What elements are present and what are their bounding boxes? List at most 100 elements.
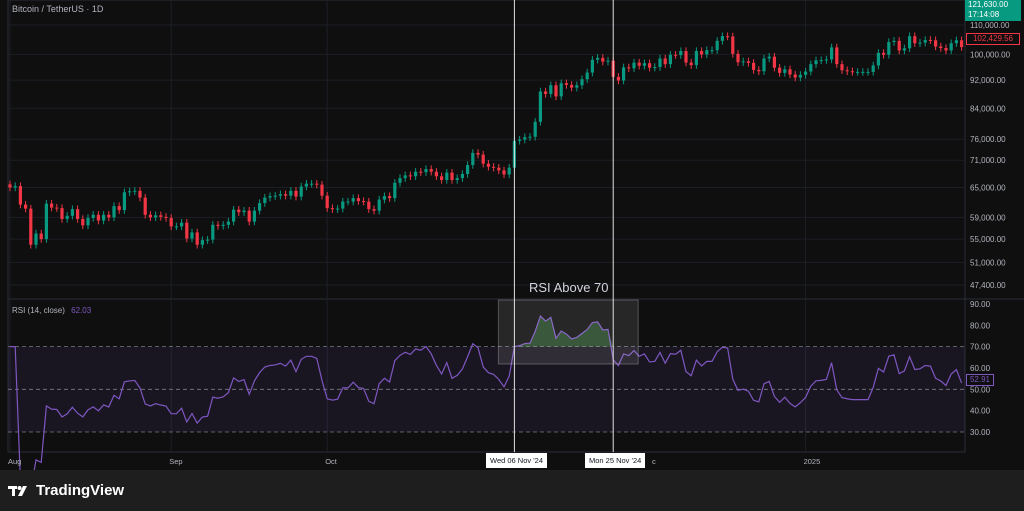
rsi-value-badge: 52.91 xyxy=(966,374,994,386)
candle-body xyxy=(258,203,262,211)
price-tick-label: 92,000.00 xyxy=(970,76,1006,85)
candle-body xyxy=(876,52,880,66)
rsi-tick-label: 40.00 xyxy=(970,407,991,416)
candle-body xyxy=(949,43,953,51)
price-badge-countdown: 17:14:08 xyxy=(968,10,1000,19)
time-tick-label: Sep xyxy=(169,457,182,466)
annotation-box xyxy=(497,299,639,365)
candle-body xyxy=(928,39,932,41)
candle-body xyxy=(164,216,168,218)
candle-body xyxy=(741,61,745,63)
candle-body xyxy=(29,208,33,245)
price-tick-label: 55,000.00 xyxy=(970,235,1006,244)
candle-body xyxy=(694,51,698,66)
rsi-overbought-fill xyxy=(514,316,614,347)
candle-body xyxy=(102,214,106,221)
candle-body xyxy=(731,36,735,54)
rsi-tick-label: 90.00 xyxy=(970,300,991,309)
candle-body xyxy=(133,190,137,192)
candle-body xyxy=(674,54,678,56)
candle-body xyxy=(616,76,620,81)
candle-body xyxy=(793,74,797,78)
candle-body xyxy=(824,59,828,61)
candle-body xyxy=(726,36,730,38)
candle-body xyxy=(502,170,506,175)
candle-body xyxy=(284,194,288,196)
candle-body xyxy=(700,51,704,55)
time-tick-label: Oct xyxy=(325,457,338,466)
candle-body xyxy=(445,172,449,180)
candle-body xyxy=(263,197,267,204)
price-tick-label: 65,000.00 xyxy=(970,183,1006,192)
candlestick-chart[interactable]: 110,000.00 100,000.00 92,000.00 84,000.00 76… xyxy=(0,0,1024,493)
time-tick-label: Aug xyxy=(8,457,21,466)
candle-body xyxy=(143,197,147,215)
candle-body xyxy=(455,178,459,180)
candle-body xyxy=(289,190,293,196)
annotation-layer xyxy=(497,0,639,452)
time-tick-label: 2025 xyxy=(804,457,821,466)
candle-body xyxy=(304,183,308,187)
candle-body xyxy=(809,64,813,72)
candle-body xyxy=(315,183,319,185)
candle-body xyxy=(554,85,558,97)
candle-body xyxy=(65,215,69,219)
candle-body xyxy=(596,57,600,60)
candle-body xyxy=(902,48,906,51)
candle-body xyxy=(372,209,376,211)
chart-area[interactable]: 110,000.00 100,000.00 92,000.00 84,000.00 76… xyxy=(0,0,1024,493)
rsi-legend[interactable]: RSI (14, close) 62.03 xyxy=(12,306,91,315)
candle-body xyxy=(414,171,418,177)
candle-body xyxy=(663,58,667,65)
candle-body xyxy=(299,186,303,197)
candle-body xyxy=(39,233,43,240)
candle-body xyxy=(944,48,948,51)
candle-body xyxy=(377,199,381,211)
candle-body xyxy=(908,36,912,49)
rsi-tick-label: 70.00 xyxy=(970,343,991,352)
candle-body xyxy=(866,71,870,73)
candle-body xyxy=(216,224,220,226)
candle-body xyxy=(523,137,527,140)
candle-body xyxy=(310,183,314,185)
candle-body xyxy=(226,221,230,225)
candle-body xyxy=(668,54,672,65)
candle-body xyxy=(206,239,210,241)
candle-body xyxy=(86,217,90,226)
candle-body xyxy=(544,91,548,94)
candle-body xyxy=(767,56,771,59)
candle-body xyxy=(91,214,95,218)
candle-body xyxy=(762,58,766,72)
candle-body xyxy=(268,196,272,198)
tradingview-logo[interactable]: TradingView xyxy=(8,482,124,499)
candle-body xyxy=(923,39,927,43)
candle-body xyxy=(252,210,256,222)
symbol-title[interactable]: Bitcoin / TetherUS · 1D xyxy=(12,4,104,14)
price-tick-label: 110,000.00 xyxy=(970,21,1010,30)
candle-body xyxy=(757,69,761,72)
candle-body xyxy=(497,167,501,171)
candle-body xyxy=(325,195,329,209)
candle-body xyxy=(814,60,818,65)
crosshair-date-label-1: Wed 06 Nov '24 xyxy=(486,453,547,468)
candle-body xyxy=(13,186,17,188)
rsi-tick-label: 50.00 xyxy=(970,385,991,394)
candle-body xyxy=(559,83,563,97)
candle-body xyxy=(466,165,470,174)
candle-body xyxy=(830,47,834,60)
candle-body xyxy=(398,178,402,183)
footer: TradingView xyxy=(0,470,1024,511)
tradingview-logo-icon xyxy=(8,485,27,496)
price-tick-label: 59,000.00 xyxy=(970,213,1006,222)
candle-body xyxy=(362,201,366,203)
price-badge-price: 121,630.00 xyxy=(968,0,1009,9)
candle-body xyxy=(861,71,865,73)
price-tick-label: 47,400.00 xyxy=(970,281,1006,290)
candle-body xyxy=(237,209,241,213)
candle-body xyxy=(882,52,886,55)
candle-body xyxy=(221,224,225,226)
candle-body xyxy=(715,40,719,51)
candle-body xyxy=(538,91,542,122)
candle-body xyxy=(96,214,100,221)
candle-body xyxy=(720,36,724,41)
